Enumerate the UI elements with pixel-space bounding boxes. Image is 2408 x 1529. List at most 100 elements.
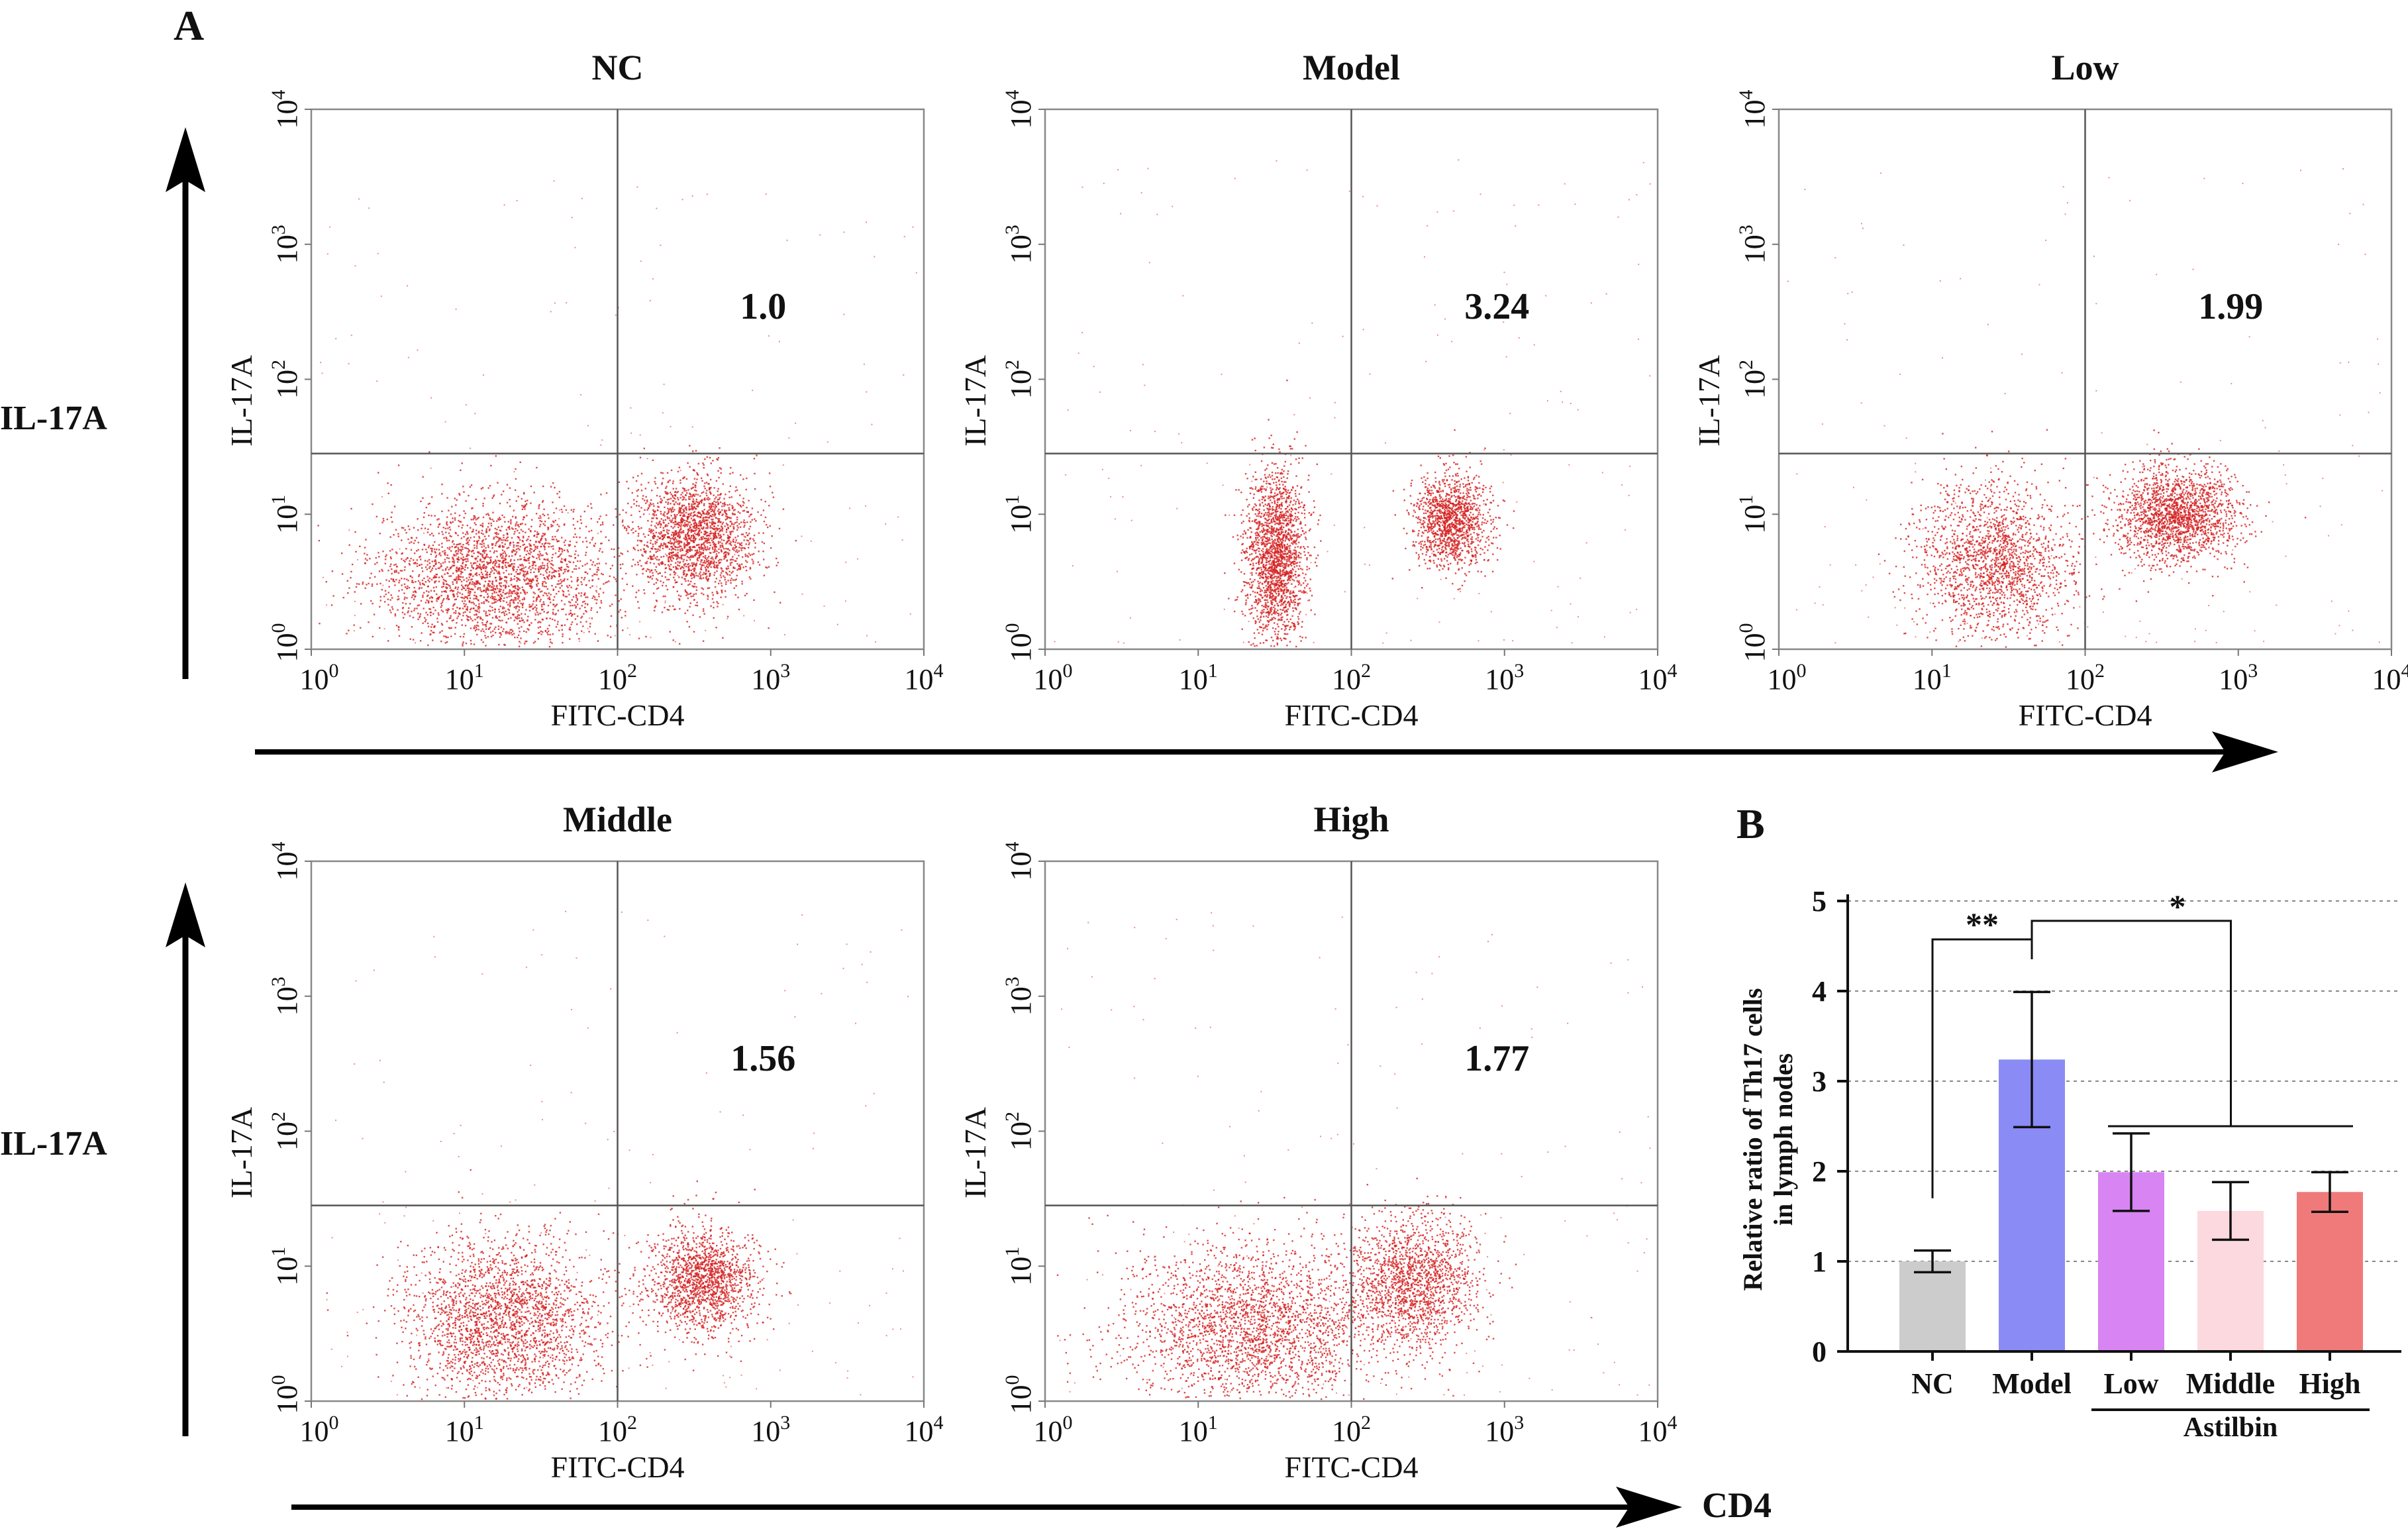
x-tick-label: 101 [445, 660, 484, 696]
cell-dot [1278, 505, 1281, 507]
cell-dot [494, 564, 496, 566]
cell-dot [518, 542, 520, 544]
cell-dot [707, 560, 709, 563]
cell-dot [420, 600, 423, 602]
cell-dot [525, 554, 527, 556]
cell-dot [442, 600, 444, 602]
cell-dot [465, 608, 468, 611]
cell-dot [703, 561, 705, 564]
cell-dot [644, 500, 646, 501]
cell-dot [535, 541, 537, 543]
cell-dot [1272, 488, 1274, 490]
cell-dot [742, 521, 744, 523]
cell-dot [457, 591, 459, 593]
cell-dot [413, 586, 415, 589]
cell-dot [687, 542, 689, 544]
cell-dot [456, 582, 458, 584]
cell-dot [670, 564, 672, 566]
cell-dot [681, 531, 683, 533]
cell-dot [480, 630, 482, 632]
cell-dot [468, 579, 470, 581]
cell-dot [730, 561, 733, 564]
cell-dot [509, 600, 511, 602]
cell-dot [496, 556, 498, 558]
cell-dot [546, 627, 549, 630]
cell-dot [495, 598, 497, 601]
cell-dot [472, 575, 474, 577]
cell-dot [486, 571, 488, 574]
flow-plot-nc: NC1.0100100101101102102103103104104FITC-… [225, 48, 944, 732]
cell-dot [429, 562, 431, 564]
cell-dot [551, 539, 554, 541]
cell-dot [475, 519, 477, 521]
cell-dot [713, 535, 715, 537]
cell-dot [483, 601, 485, 603]
cell-dot [466, 577, 468, 579]
cell-dot [1264, 564, 1267, 567]
cell-dot [711, 523, 713, 525]
cell-dot [444, 554, 446, 556]
cell-dot [572, 596, 575, 598]
cell-dot [438, 533, 440, 535]
cell-dot [677, 510, 680, 512]
cell-dot [413, 609, 415, 611]
cell-dot [674, 525, 676, 528]
cell-dot [1269, 588, 1272, 590]
cell-dot [381, 521, 383, 523]
cell-dot [705, 562, 707, 564]
cell-dot [691, 507, 693, 509]
cell-dot [519, 539, 521, 541]
cell-dot [672, 500, 674, 502]
cell-dot [1267, 503, 1270, 505]
cell-dot [1242, 520, 1244, 523]
cell-dot [487, 526, 489, 528]
cell-dot [715, 480, 718, 482]
cell-dot [596, 571, 598, 573]
cell-dot [360, 603, 362, 605]
cell-dot [618, 600, 620, 602]
x-axis-label: FITC-CD4 [551, 698, 685, 732]
cell-dot [501, 566, 503, 568]
cell-dot [423, 512, 425, 514]
cell-dot [474, 540, 476, 542]
cell-dot [703, 527, 705, 529]
cell-dot [1242, 613, 1244, 615]
cell-dot [727, 541, 729, 543]
cell-dot [524, 506, 526, 508]
cell-dot [845, 561, 847, 563]
cell-dot [582, 625, 584, 627]
cell-dot [540, 539, 542, 541]
cell-dot [411, 581, 413, 583]
cell-dot [472, 566, 474, 569]
cell-dot [738, 543, 741, 545]
cell-dot [517, 602, 519, 604]
cell-dot [404, 560, 406, 562]
cell-dot [734, 513, 736, 515]
cell-dot [466, 596, 468, 598]
cell-dot [394, 613, 397, 615]
cell-dot [529, 578, 531, 580]
cell-dot [642, 495, 644, 497]
cell-dot [650, 530, 652, 532]
cell-dot [509, 580, 512, 582]
cell-dot [495, 535, 497, 538]
cell-dot [579, 560, 581, 562]
cell-dot [555, 593, 558, 595]
cell-dot [677, 549, 679, 551]
cell-dot [689, 508, 691, 510]
cell-dot [489, 517, 491, 519]
cell-dot [493, 552, 495, 554]
cell-dot [736, 502, 738, 504]
cell-dot [693, 631, 695, 633]
cell-dot [1240, 559, 1243, 561]
cell-dot [537, 568, 540, 570]
cell-dot [530, 622, 532, 624]
cell-dot [601, 439, 603, 441]
cell-dot [711, 502, 714, 505]
cell-dot [693, 527, 695, 529]
cell-dot [763, 542, 765, 545]
cell-dot [556, 540, 559, 543]
cell-dot [468, 576, 470, 578]
cell-dot [501, 553, 503, 556]
cell-dot [484, 624, 486, 626]
